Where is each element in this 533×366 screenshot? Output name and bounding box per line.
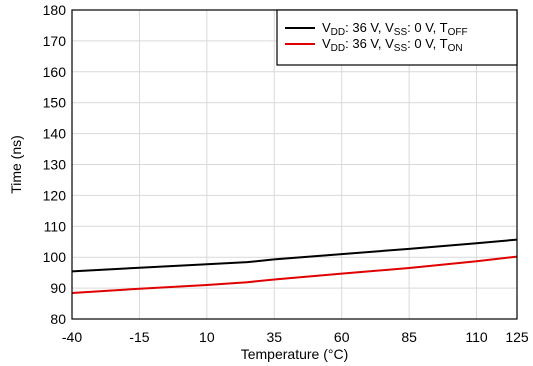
x-tick-label: -40 [62,329,82,345]
legend-subscript: SS [394,43,408,54]
legend-subscript: ON [448,43,463,54]
y-tick-label: 80 [50,311,66,327]
legend-label: VDD: 36 V, VSS: 0 V, TON [322,36,463,54]
x-tick-label: 110 [465,329,488,345]
legend-text-part: : 36 V, V [345,20,394,35]
legend-subscript: DD [331,27,345,38]
series-line-toff [71,238,518,273]
x-tick-label: 125 [505,329,529,345]
series-lines [71,238,518,295]
y-tick-label: 120 [43,187,67,203]
series-line-ton [71,255,518,295]
y-tick-label: 160 [43,64,67,80]
y-tick-label: 110 [44,218,67,234]
legend-subscript: DD [331,43,345,54]
legend-subscript: OFF [448,27,468,38]
legend-text-part: : 0 V, T [407,36,448,51]
x-axis-title: Temperature (°C) [241,346,349,362]
y-tick-label: 180 [43,2,67,18]
x-tick-labels: -40 -15 10 35 60 85 110 125 [62,329,529,345]
x-tick-label: 35 [266,329,282,345]
legend-label: VDD: 36 V, VSS: 0 V, TOFF [322,20,468,38]
legend-box [276,9,518,66]
x-tick-label: 10 [199,329,215,345]
legend-text-part: V [322,36,331,51]
y-axis-title: Time (ns) [8,135,24,194]
y-tick-label: 90 [50,280,66,296]
legend-subscript: SS [394,27,408,38]
y-tick-label: 100 [43,249,67,265]
y-tick-label: 150 [43,95,67,111]
y-tick-label: 140 [43,126,67,142]
x-tick-label: -15 [129,329,149,345]
y-tick-label: 130 [43,157,67,173]
y-tick-label: 170 [43,33,67,49]
x-tick-label: 85 [401,329,417,345]
y-tick-labels: 80 90 100 110 120 130 140 150 160 170 180 [43,2,67,327]
legend-text-part: : 0 V, T [407,20,448,35]
x-tick-label: 60 [334,329,350,345]
legend-text-part: V [322,20,331,35]
legend-text-part: : 36 V, V [345,36,394,51]
